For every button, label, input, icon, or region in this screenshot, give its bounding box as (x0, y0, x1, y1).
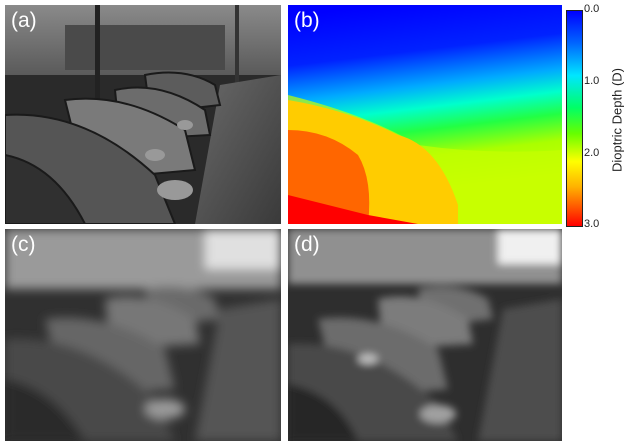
panel-d-blurred-photo: (d) (288, 229, 562, 441)
panel-c-blurred-photo: (c) (5, 229, 281, 441)
panel-b-label: (b) (294, 9, 320, 32)
colorbar-tick-0: 0.0 (584, 3, 600, 15)
panel-d-label: (d) (294, 233, 320, 256)
colorbar-tick-2: 2.0 (584, 147, 600, 159)
colorbar-tick-1: 1.0 (584, 75, 600, 87)
depth-map-image (288, 5, 562, 224)
panel-b-depth-map: (b) (288, 5, 562, 224)
colorbar-tick-3: 3.0 (584, 218, 600, 230)
panel-a-label: (a) (11, 9, 37, 32)
parking-lot-photo-blurred-c (5, 229, 281, 441)
parking-lot-photo-sharp (5, 5, 281, 224)
panel-c-label: (c) (11, 233, 36, 256)
parking-lot-photo-blurred-d (288, 229, 562, 441)
depth-colorbar (566, 10, 583, 227)
panel-a-sharp-photo: (a) (5, 5, 281, 224)
colorbar-title: Dioptric Depth (D) (609, 67, 625, 173)
